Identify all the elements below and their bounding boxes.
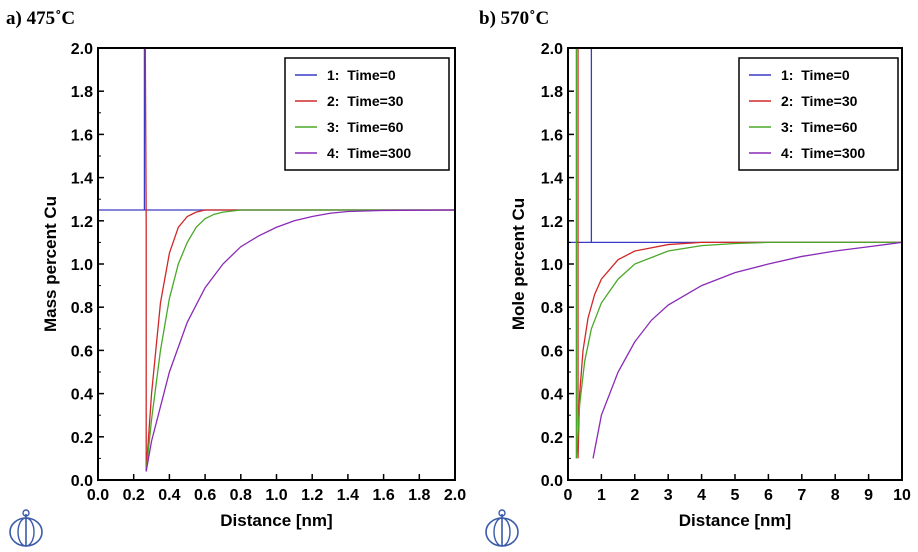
x-tick-label: 10 <box>893 487 911 504</box>
y-tick-label: 0.0 <box>71 473 93 490</box>
x-tick-label: 2 <box>630 487 639 504</box>
series-line-3 <box>575 48 902 459</box>
x-tick-label: 1.2 <box>301 487 323 504</box>
x-tick-label: 7 <box>797 487 806 504</box>
x-tick-label: 5 <box>731 487 740 504</box>
y-tick-label: 0.8 <box>71 300 93 317</box>
x-tick-label: 9 <box>864 487 873 504</box>
legend-label: 4: Time=300 <box>327 145 411 161</box>
series-line-4 <box>145 209 455 472</box>
chart-panel-b: 0.0 0.2 0.4 0.6 0.8 1.0 1.2 1.4 1.6 1.8 2.0 0 1 2 3 4 5 6… <box>509 41 911 530</box>
legend-label: 4: Time=300 <box>781 145 865 161</box>
x-tick-label: 1.0 <box>265 487 287 504</box>
y-tick-label: 1.0 <box>71 257 93 274</box>
y-tick-label: 0.6 <box>71 343 93 360</box>
x-tick-label: 8 <box>831 487 840 504</box>
x-tick-label: 0.8 <box>230 487 252 504</box>
y-tick-label: 0.8 <box>541 300 563 317</box>
y-tick-label: 2.0 <box>541 41 563 58</box>
legend-label: 1: Time=0 <box>327 67 396 83</box>
y-tick-label: 1.2 <box>71 214 93 231</box>
series-line-3 <box>145 209 455 472</box>
legend-label: 3: Time=60 <box>327 119 404 135</box>
y-tick-label: 1.2 <box>541 214 563 231</box>
y-tick-label: 0.4 <box>541 387 563 404</box>
legend-label: 1: Time=0 <box>781 67 850 83</box>
x-tick-label: 4 <box>697 487 706 504</box>
x-tick-label: 0.4 <box>158 487 180 504</box>
logo-icon <box>485 509 519 547</box>
legend-label: 2: Time=30 <box>327 93 404 109</box>
y-tick-label: 1.8 <box>541 84 563 101</box>
y-tick-label: 1.8 <box>71 84 93 101</box>
y-tick-label: 0.0 <box>541 473 563 490</box>
x-tick-label: 0.0 <box>87 487 109 504</box>
panel-a-title: a) 475˚C <box>6 8 76 29</box>
x-tick-label: 6 <box>764 487 773 504</box>
x-axis-label: Distance [nm] <box>679 511 791 530</box>
legend-box <box>738 57 899 171</box>
y-tick-label: 0.4 <box>71 387 93 404</box>
y-tick-label: 0.2 <box>71 430 93 447</box>
series-line-2 <box>144 48 455 472</box>
x-axis-label: Distance [nm] <box>220 511 332 530</box>
x-tick-label: 1 <box>597 487 606 504</box>
x-tick-label: 1.6 <box>372 487 394 504</box>
x-tick-label: 0 <box>564 487 573 504</box>
x-tick-label: 1.4 <box>337 487 359 504</box>
y-tick-label: 1.0 <box>541 257 563 274</box>
legend-label: 2: Time=30 <box>781 93 858 109</box>
y-tick-label: 1.4 <box>541 171 563 188</box>
series-line-4 <box>592 241 902 459</box>
y-tick-label: 1.6 <box>541 127 563 144</box>
legend-label: 3: Time=60 <box>781 119 858 135</box>
y-axis-label: Mass percent Cu <box>41 196 60 332</box>
y-tick-label: 1.4 <box>71 171 93 188</box>
legend-box <box>284 57 450 171</box>
x-tick-label: 0.2 <box>123 487 145 504</box>
logo-icon <box>9 509 43 547</box>
panel-b-title: b) 570˚C <box>479 8 550 29</box>
chart-panel-a: 0.0 0.2 0.4 0.6 0.8 1.0 1.2 1.4 1.6 1.8 2.0 0.0 0.2 0… <box>41 41 466 530</box>
y-tick-label: 0.2 <box>541 430 563 447</box>
y-tick-label: 1.6 <box>71 127 93 144</box>
y-tick-label: 0.6 <box>541 343 563 360</box>
x-tick-label: 3 <box>664 487 673 504</box>
x-tick-label: 2.0 <box>444 487 466 504</box>
y-axis-label: Mole percent Cu <box>509 198 528 330</box>
y-tick-label: 2.0 <box>71 41 93 58</box>
x-tick-label: 0.6 <box>194 487 216 504</box>
x-tick-label: 1.8 <box>408 487 430 504</box>
